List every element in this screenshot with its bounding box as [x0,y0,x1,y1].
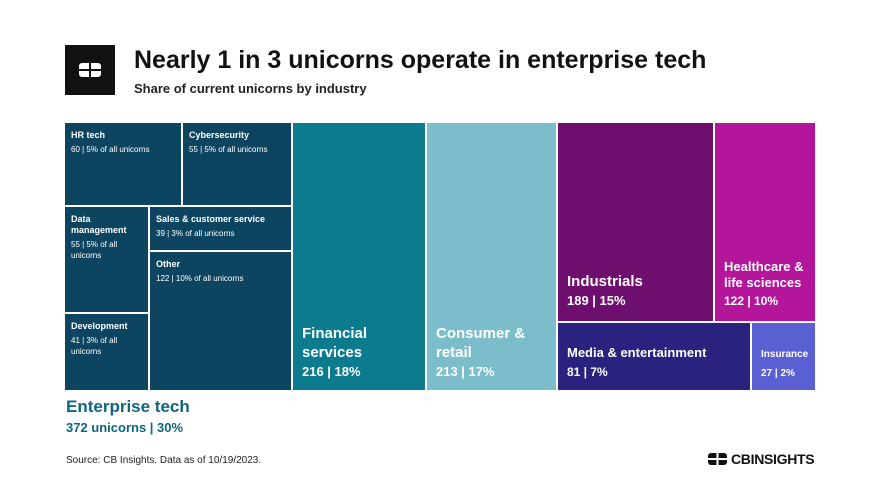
tile-value-label: 216 | 18% [302,364,361,379]
tile-label: Financial services [302,325,368,361]
tile: Healthcare & life sciences 122 | 10% [715,123,815,321]
sub-tile-label: Sales & customer service [156,214,266,224]
sub-tile-label: HR tech [71,130,106,140]
sub-tile-value-label: 55 | 5% of all unicorns [71,240,118,260]
sub-tile-value-label: 60 | 5% of all unicorns [71,145,150,154]
brand-icon [708,453,727,465]
sub-tile-label: Cybersecurity [189,130,250,140]
sub-tile: Other 122 | 10% of all unicorns [150,252,291,390]
sub-tile: Development 41 | 3% of all unicorns [65,314,148,390]
tile-label: Insurance [761,349,809,360]
tile-label: Healthcare & life sciences [724,259,804,290]
sub-tile-value-label: 39 | 3% of all unicorns [156,229,235,238]
tile-label: Media & entertainment [567,345,707,360]
tile-value-label: 81 | 7% [567,365,608,379]
sub-tile-value-label: 122 | 10% of all unicorns [156,274,244,283]
group-label: Enterprise tech [66,397,190,416]
tile: Insurance 27 | 2% [752,323,815,390]
sub-tile-value-label: 55 | 5% of all unicorns [189,145,268,154]
brand: CBINSIGHTS [708,451,815,467]
tile: Industrials 189 | 15% [558,123,713,321]
logo-glyph [79,63,101,77]
chart-subtitle: Share of current unicorns by industry [134,81,367,96]
tile-value-label: 189 | 15% [567,293,626,308]
sub-tile: Data management 55 | 5% of all unicorns [65,207,148,312]
tile-value-label: 27 | 2% [761,368,795,379]
sub-tile: HR tech 60 | 5% of all unicorns [65,123,181,205]
tile: Consumer & retail 213 | 17% [427,123,556,390]
sub-tile: Sales & customer service 39 | 3% of all u… [150,207,291,250]
sub-tile-label: Development [71,321,128,331]
tile-value-label: 213 | 17% [436,364,495,379]
tile-label: Consumer & retail [436,325,526,361]
chart-title: Nearly 1 in 3 unicorns operate in enterp… [134,46,707,74]
brand-text: CBINSIGHTS [731,451,815,467]
logo-icon [65,45,115,95]
tile: Media & entertainment 81 | 7% [558,323,750,390]
group-value-label: 372 unicorns | 30% [66,420,184,435]
sub-tile: Cybersecurity 55 | 5% of all unicorns [183,123,291,205]
sub-tile-label: Other [156,259,181,269]
sub-tile-label: Data management [71,214,127,235]
tile: Financial services 216 | 18% [293,123,425,390]
sub-tile-value-label: 41 | 3% of all unicorns [71,336,118,356]
tile-value-label: 122 | 10% [724,294,779,308]
tile-label: Industrials [567,273,643,290]
source: Source: CB Insights. Data as of 10/19/20… [66,455,262,466]
